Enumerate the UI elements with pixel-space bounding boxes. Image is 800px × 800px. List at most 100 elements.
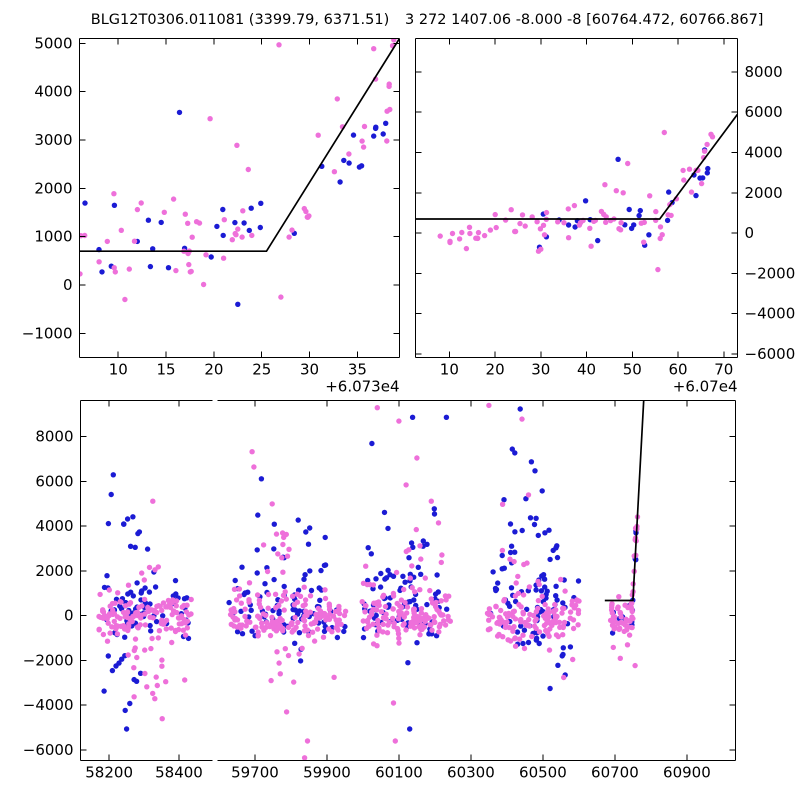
data-point bbox=[291, 679, 297, 685]
data-point bbox=[100, 607, 106, 613]
data-point bbox=[301, 576, 307, 582]
data-point bbox=[249, 232, 255, 239]
data-point bbox=[120, 623, 127, 629]
data-point bbox=[239, 564, 245, 570]
data-point bbox=[424, 541, 430, 547]
data-point bbox=[122, 296, 128, 303]
data-point bbox=[383, 611, 389, 617]
data-point bbox=[208, 254, 214, 260]
data-point bbox=[322, 534, 328, 541]
data-point bbox=[239, 631, 246, 637]
data-point bbox=[406, 555, 412, 561]
data-point bbox=[124, 614, 131, 621]
data-point bbox=[284, 553, 291, 559]
data-point bbox=[371, 133, 377, 139]
data-point bbox=[289, 227, 295, 233]
data-point bbox=[134, 206, 141, 213]
data-point bbox=[147, 622, 153, 629]
data-point bbox=[467, 230, 473, 237]
y-tick-label: 3000 bbox=[34, 131, 72, 149]
y-tick-label: −4000 bbox=[23, 696, 74, 714]
data-point bbox=[413, 526, 419, 533]
data-point bbox=[308, 587, 315, 594]
data-point bbox=[360, 144, 367, 150]
data-point bbox=[147, 263, 154, 270]
data-point bbox=[661, 129, 667, 136]
data-point bbox=[508, 543, 515, 549]
data-point bbox=[385, 525, 391, 532]
data-point bbox=[182, 211, 188, 217]
data-point bbox=[561, 674, 567, 681]
data-point bbox=[537, 226, 544, 232]
data-point bbox=[616, 626, 622, 633]
data-point bbox=[276, 42, 282, 48]
data-point bbox=[378, 570, 384, 577]
data-point bbox=[518, 623, 524, 629]
data-point bbox=[324, 614, 330, 621]
data-point bbox=[526, 584, 533, 590]
data-point bbox=[704, 141, 710, 148]
data-point bbox=[543, 209, 550, 216]
data-point bbox=[555, 662, 561, 668]
data-point bbox=[394, 600, 400, 607]
data-point bbox=[496, 621, 503, 627]
data-point bbox=[235, 301, 241, 307]
data-point bbox=[560, 600, 566, 606]
data-point bbox=[303, 208, 309, 215]
data-point bbox=[286, 234, 292, 240]
data-point bbox=[277, 671, 283, 677]
data-point bbox=[514, 629, 521, 635]
data-point bbox=[256, 597, 263, 603]
data-point bbox=[135, 530, 141, 537]
data-point bbox=[507, 556, 513, 562]
y-tick-label: 5000 bbox=[34, 34, 72, 52]
data-point bbox=[473, 235, 479, 241]
data-point bbox=[666, 189, 672, 195]
data-point bbox=[610, 644, 616, 651]
data-point bbox=[400, 573, 406, 579]
data-point bbox=[142, 611, 148, 617]
data-point bbox=[159, 716, 165, 722]
data-point bbox=[533, 515, 539, 521]
data-point bbox=[281, 583, 287, 590]
data-point bbox=[449, 230, 456, 237]
recent-zoom-series-pink bbox=[79, 38, 397, 303]
y-tick-label: 2000 bbox=[35, 562, 73, 580]
data-point bbox=[521, 561, 527, 568]
data-point bbox=[138, 615, 144, 621]
data-point bbox=[553, 583, 559, 589]
data-point bbox=[145, 217, 152, 223]
data-point bbox=[629, 600, 635, 606]
data-point bbox=[401, 586, 407, 593]
data-point bbox=[445, 617, 452, 623]
data-point bbox=[243, 623, 249, 629]
data-point bbox=[307, 568, 313, 574]
data-point bbox=[259, 620, 265, 626]
data-point bbox=[246, 227, 252, 234]
data-point bbox=[402, 579, 408, 585]
data-point bbox=[359, 138, 365, 144]
data-point bbox=[313, 611, 319, 618]
data-point bbox=[527, 515, 534, 521]
data-point bbox=[289, 593, 296, 599]
data-point bbox=[554, 554, 561, 561]
data-point bbox=[517, 406, 523, 412]
data-point bbox=[278, 598, 285, 604]
data-point bbox=[609, 602, 615, 608]
data-point bbox=[132, 636, 139, 642]
data-point bbox=[598, 208, 605, 215]
data-point bbox=[142, 585, 148, 591]
data-point bbox=[346, 160, 352, 166]
data-point bbox=[398, 597, 405, 603]
data-point bbox=[509, 446, 515, 452]
data-point bbox=[302, 601, 308, 608]
data-point bbox=[149, 607, 155, 613]
data-point bbox=[438, 598, 444, 604]
data-point bbox=[434, 572, 440, 578]
data-point bbox=[704, 170, 710, 176]
data-point bbox=[255, 512, 261, 518]
data-point bbox=[510, 625, 516, 632]
data-point bbox=[254, 592, 261, 598]
data-point bbox=[125, 627, 131, 634]
data-point bbox=[163, 604, 169, 610]
